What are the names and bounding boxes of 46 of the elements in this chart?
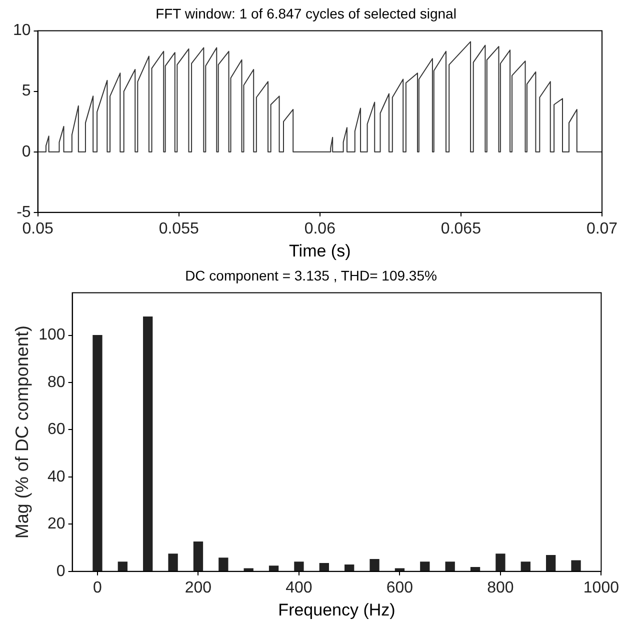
x-tick-label: 0.065 bbox=[440, 220, 482, 238]
x-tick-label: 0.06 bbox=[304, 220, 336, 238]
chart-title: DC component = 3.135 , THD= 109.35% bbox=[185, 267, 437, 284]
y-tick-label: 10 bbox=[13, 22, 31, 40]
y-tick-label: 40 bbox=[48, 468, 66, 486]
x-tick-label: 0.05 bbox=[22, 220, 54, 238]
bar bbox=[420, 562, 430, 572]
y-tick-label: 80 bbox=[48, 374, 66, 391]
bar bbox=[319, 563, 329, 572]
x-tick-label: 0.055 bbox=[158, 220, 199, 238]
bar bbox=[268, 566, 279, 572]
x-tick-label: 600 bbox=[386, 579, 414, 596]
bar bbox=[168, 554, 178, 572]
bar bbox=[394, 568, 405, 572]
y-tick-label: 0 bbox=[56, 562, 66, 580]
bar bbox=[244, 568, 254, 572]
x-tick-label: 0 bbox=[93, 579, 102, 596]
bar bbox=[294, 562, 304, 572]
y-tick-label: 100 bbox=[38, 326, 66, 344]
x-tick-label: 0.07 bbox=[586, 220, 618, 238]
bar bbox=[118, 562, 128, 572]
y-tick-label: -5 bbox=[16, 204, 31, 221]
bar bbox=[546, 555, 556, 572]
y-tick-label: 0 bbox=[22, 143, 31, 160]
y-tick-label: 60 bbox=[48, 421, 66, 438]
bar bbox=[370, 559, 380, 572]
bar bbox=[92, 334, 102, 572]
y-tick-label: 20 bbox=[48, 516, 66, 533]
bar bbox=[445, 562, 455, 572]
bar bbox=[193, 542, 204, 572]
x-axis-title: Frequency (Hz) bbox=[278, 600, 396, 620]
bar bbox=[571, 560, 581, 572]
bar bbox=[344, 564, 354, 572]
y-axis-title: Mag (% of DC component) bbox=[12, 326, 32, 539]
bar bbox=[218, 558, 228, 572]
x-axis-title: Time (s) bbox=[289, 241, 351, 260]
y-tick-label: 5 bbox=[22, 82, 31, 100]
bar bbox=[496, 554, 506, 572]
x-tick-label: 1000 bbox=[583, 579, 620, 596]
chart-title: FFT window: 1 of 6.847 cycles of selected signal bbox=[156, 5, 456, 22]
bar bbox=[520, 562, 530, 572]
bar bbox=[470, 567, 480, 572]
x-tick-label: 400 bbox=[286, 579, 312, 596]
x-tick-label: 800 bbox=[487, 579, 514, 596]
bar bbox=[143, 316, 153, 572]
x-tick-label: 200 bbox=[184, 579, 212, 596]
